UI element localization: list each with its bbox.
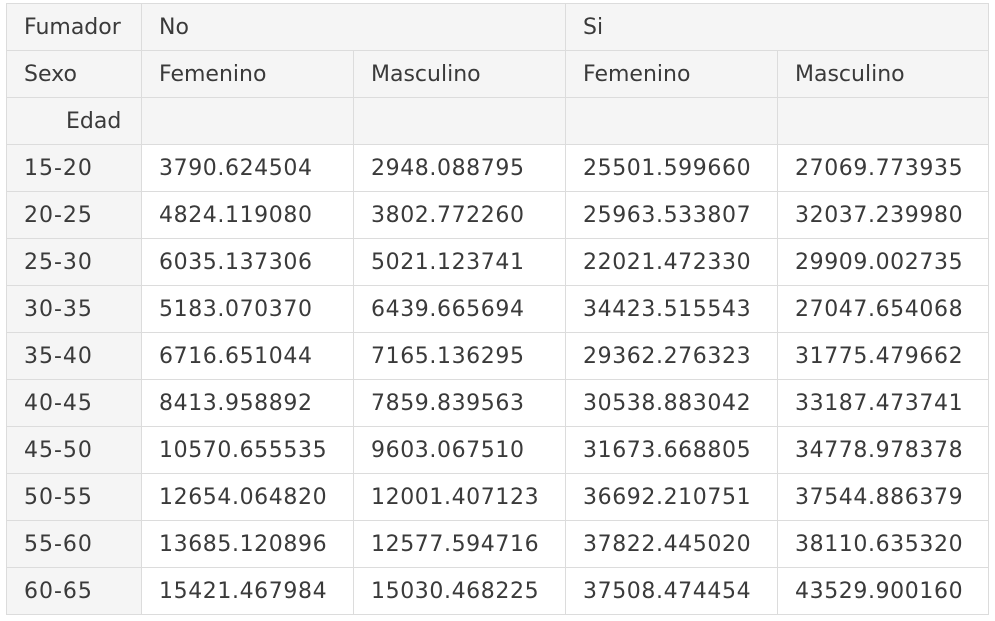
- header-empty-cell: [141, 97, 354, 145]
- table-cell: 8413.958892: [141, 379, 354, 427]
- header-label-sexo: Sexo: [6, 50, 142, 98]
- table-cell: 7165.136295: [353, 332, 566, 380]
- table-cell: 9603.067510: [353, 426, 566, 474]
- table-cell: 15421.467984: [141, 567, 354, 615]
- table-cell: 12654.064820: [141, 473, 354, 521]
- table-cell: 10570.655535: [141, 426, 354, 474]
- table-row: 55-60 13685.120896 12577.594716 37822.44502…: [6, 520, 989, 568]
- header-sexo-cell: Femenino: [565, 50, 778, 98]
- table-cell: 31775.479662: [777, 332, 989, 380]
- table-cell: 4824.119080: [141, 191, 354, 239]
- table-cell: 37822.445020: [565, 520, 778, 568]
- header-empty-cell: [565, 97, 778, 145]
- row-label-edad: 60-65: [6, 567, 142, 615]
- table-row: 35-40 6716.651044 7165.136295 29362.276323 3…: [6, 332, 989, 380]
- table-cell: 43529.900160: [777, 567, 989, 615]
- table-cell: 12577.594716: [353, 520, 566, 568]
- table-cell: 12001.407123: [353, 473, 566, 521]
- table-row: 20-25 4824.119080 3802.772260 25963.533807 3…: [6, 191, 989, 239]
- header-sexo-cell: Masculino: [353, 50, 566, 98]
- table-row: 60-65 15421.467984 15030.468225 37508.47445…: [6, 567, 989, 615]
- header-sexo-cell: Masculino: [777, 50, 989, 98]
- table-cell: 5021.123741: [353, 238, 566, 286]
- table-cell: 31673.668805: [565, 426, 778, 474]
- table-cell: 6716.651044: [141, 332, 354, 380]
- table-cell: 6035.137306: [141, 238, 354, 286]
- table-cell: 25501.599660: [565, 144, 778, 192]
- table-cell: 3790.624504: [141, 144, 354, 192]
- row-label-edad: 35-40: [6, 332, 142, 380]
- header-empty-cell: [777, 97, 989, 145]
- table-cell: 33187.473741: [777, 379, 989, 427]
- table-cell: 7859.839563: [353, 379, 566, 427]
- table-cell: 3802.772260: [353, 191, 566, 239]
- table-row: 15-20 3790.624504 2948.088795 25501.599660 2…: [6, 144, 989, 192]
- table-cell: 27047.654068: [777, 285, 989, 333]
- table-cell: 34423.515543: [565, 285, 778, 333]
- table-cell: 37508.474454: [565, 567, 778, 615]
- header-label-edad: Edad: [6, 97, 142, 145]
- table-cell: 6439.665694: [353, 285, 566, 333]
- table-cell: 5183.070370: [141, 285, 354, 333]
- table-cell: 29909.002735: [777, 238, 989, 286]
- row-label-edad: 25-30: [6, 238, 142, 286]
- table-cell: 29362.276323: [565, 332, 778, 380]
- header-row-fumador: Fumador No Si: [6, 3, 989, 51]
- header-label-fumador: Fumador: [6, 3, 142, 51]
- row-label-edad: 40-45: [6, 379, 142, 427]
- row-label-edad: 50-55: [6, 473, 142, 521]
- header-fumador-si: Si: [565, 3, 989, 51]
- header-empty-cell: [353, 97, 566, 145]
- table-cell: 36692.210751: [565, 473, 778, 521]
- table-cell: 32037.239980: [777, 191, 989, 239]
- row-label-edad: 20-25: [6, 191, 142, 239]
- row-label-edad: 30-35: [6, 285, 142, 333]
- table-row: 25-30 6035.137306 5021.123741 22021.472330 2…: [6, 238, 989, 286]
- table-cell: 13685.120896: [141, 520, 354, 568]
- table-cell: 27069.773935: [777, 144, 989, 192]
- table-cell: 15030.468225: [353, 567, 566, 615]
- header-sexo-cell: Femenino: [141, 50, 354, 98]
- pivot-table: Fumador No Si Sexo Femenino Masculino Fe…: [6, 3, 989, 615]
- table-cell: 2948.088795: [353, 144, 566, 192]
- table-cell: 34778.978378: [777, 426, 989, 474]
- header-fumador-no: No: [141, 3, 566, 51]
- table-cell: 30538.883042: [565, 379, 778, 427]
- table-row: 30-35 5183.070370 6439.665694 34423.515543 2…: [6, 285, 989, 333]
- row-label-edad: 45-50: [6, 426, 142, 474]
- table-cell: 38110.635320: [777, 520, 989, 568]
- table-row: 45-50 10570.655535 9603.067510 31673.668805…: [6, 426, 989, 474]
- table-body: 15-20 3790.624504 2948.088795 25501.599660 2…: [6, 144, 989, 615]
- table-row: 50-55 12654.064820 12001.407123 36692.21075…: [6, 473, 989, 521]
- table-cell: 22021.472330: [565, 238, 778, 286]
- table-cell: 37544.886379: [777, 473, 989, 521]
- table-row: 40-45 8413.958892 7859.839563 30538.883042 3…: [6, 379, 989, 427]
- header-row-edad: Edad: [6, 97, 989, 145]
- table-header: Fumador No Si Sexo Femenino Masculino Fe…: [6, 3, 989, 145]
- header-row-sexo: Sexo Femenino Masculino Femenino Masculi…: [6, 50, 989, 98]
- row-label-edad: 15-20: [6, 144, 142, 192]
- row-label-edad: 55-60: [6, 520, 142, 568]
- table-cell: 25963.533807: [565, 191, 778, 239]
